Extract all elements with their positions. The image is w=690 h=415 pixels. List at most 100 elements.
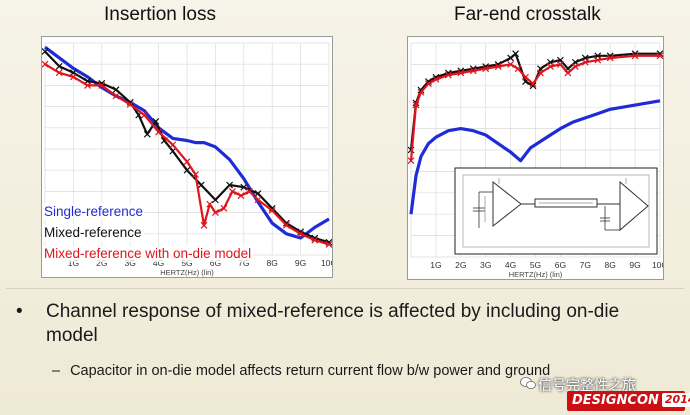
insertion-loss-series-point-2 [268,207,276,214]
insertion-loss-series-point-2 [169,141,177,149]
bullet-sub-text: Capacitor in on-die model affects return… [70,363,551,379]
insertion-loss-tick-label: 5G [181,258,192,268]
far-end-crosstalk-series-point-1 [512,50,520,58]
watermark: 信号完整性之旅 [520,375,636,395]
watermark-text: 信号完整性之旅 [538,377,636,393]
far-end-crosstalk-series-point-2 [656,52,663,60]
far-end-crosstalk-x-axis-label: HERTZ(Hz) (lin) [509,270,563,279]
far-end-crosstalk-tick-label: 10G [652,260,663,270]
logo-year: 2014 [661,393,690,407]
insertion-loss-series-point-1 [112,86,120,94]
insertion-loss-series-point-1 [55,62,63,70]
far-end-crosstalk-series-point-2 [606,54,614,62]
designcon-logo: DESIGNCON2014 [567,391,690,411]
insertion-loss-series-point-2 [155,128,163,136]
far-end-crosstalk-tick-label: 8G [605,260,616,270]
insertion-loss-series-point-2 [220,204,228,212]
bullet-main-text: Channel response of mixed-reference is a… [46,301,620,346]
insertion-loss-series-point-2 [42,60,49,68]
far-end-crosstalk-tick-label: 5G [530,260,541,270]
far-end-crosstalk-tick-label: 9G [629,260,640,270]
insertion-loss-series-point-2 [246,187,253,195]
far-end-crosstalk-series-point-2 [482,65,490,73]
insertion-loss-series-point-1 [282,219,290,227]
insertion-loss-series-point-2 [237,192,245,200]
insertion-loss-series-point-2 [311,236,319,244]
insertion-loss-series-point-2 [69,73,77,81]
logo-text: DESIGNCON [572,393,659,408]
insertion-loss-series-point-2 [98,81,106,89]
legend-single-reference: Single-reference [42,203,146,220]
insertion-loss-tick-label: 6G [210,258,221,268]
insertion-loss-series-point-2 [126,101,134,108]
insertion-loss-tick-label: 4G [153,258,164,268]
far-end-crosstalk-tick-label: 7G [580,260,591,270]
far-end-crosstalk-series-point-2 [408,157,415,165]
far-end-crosstalk-series-point-2 [547,63,554,70]
insertion-loss-series-point-1 [183,166,191,174]
far-end-crosstalk-tick-label: 6G [555,260,566,270]
far-end-crosstalk-series-point-2 [425,80,432,88]
far-end-crosstalk-series-point-2 [571,63,579,70]
insertion-loss-series-point-1 [240,183,248,191]
wechat-icon [520,376,536,393]
legend-mixed-reference: Mixed-reference [42,224,144,241]
far-end-crosstalk-series-point-2 [529,80,537,88]
insertion-loss-series-point-2 [206,200,214,208]
insertion-loss-series-point-1 [42,48,49,55]
insertion-loss-series-point-2 [140,111,148,119]
far-end-crosstalk-series-point-2 [457,69,465,77]
far-end-crosstalk-series-point-1 [417,86,425,94]
insertion-loss-series-point-2 [112,92,120,100]
far-end-crosstalk-series-point-2 [507,60,515,68]
far-end-crosstalk-svg: 1G 2G 3G 4G 5G 6G 7G 8G 9G 10G HERTZ(Hz) (lin) [408,42,663,279]
far-end-crosstalk-series-point-2 [594,56,602,64]
insertion-loss-series-point-2 [192,171,199,178]
far-end-crosstalk-tick-label: 1G [430,260,441,270]
chart-title-far-end-crosstalk: Far-end crosstalk [454,4,601,25]
circuit-schematic-inset [454,167,658,255]
insertion-loss-tick-label: 8G [267,258,278,268]
far-end-crosstalk-series-point-2 [444,71,452,79]
chart-title-insertion-loss: Insertion loss [104,4,216,25]
far-end-crosstalk-series-point-2 [494,63,502,70]
far-end-crosstalk-series-point-2 [469,67,477,75]
insertion-loss-series-point-1 [254,190,262,197]
insertion-loss-series-point-1 [169,147,177,155]
insertion-loss-tick-label: 2G [96,258,107,268]
insertion-loss-series-point-2 [84,81,92,89]
insertion-loss-series-point-2 [254,196,262,204]
far-end-crosstalk-series-point-2 [556,60,564,68]
insertion-loss-series-point-2 [200,221,208,229]
far-end-crosstalk-series-point-1 [529,82,537,90]
bullet-main: • Channel response of mixed-reference is… [16,300,656,348]
far-end-crosstalk-series-point-2 [537,69,544,77]
far-end-crosstalk-series-point-2 [417,88,425,96]
insertion-loss-tick-label: 1G [68,258,79,268]
far-end-crosstalk-series-line-0 [409,99,661,215]
far-end-crosstalk-series-point-2 [581,58,589,66]
insertion-loss-tick-label: 10G [321,258,332,268]
insertion-loss-tick-label: 9G [295,258,306,268]
insertion-loss-tick-label: 3G [125,258,136,268]
insertion-loss-series-point-2 [282,221,290,229]
far-end-crosstalk-series-point-2 [514,65,522,73]
far-end-crosstalk-tick-label: 4G [505,260,516,270]
far-end-crosstalk-series-point-2 [522,73,529,81]
far-end-crosstalk-series-point-2 [564,69,572,77]
insertion-loss-series-point-2 [211,209,219,217]
transmission-line-icon [534,198,598,208]
insertion-loss-series-point-2 [183,158,191,166]
far-end-crosstalk-plot: 1G 2G 3G 4G 5G 6G 7G 8G 9G 10G HERTZ(Hz) (lin) [407,36,664,280]
insertion-loss-series-point-2 [229,187,236,195]
insertion-loss-series-point-1 [152,118,160,125]
receiver-buffer-icon [619,180,649,232]
insertion-loss-series-point-1 [211,196,219,204]
insertion-loss-svg: 1G 2G 3G 4G 5G 6G 7G 8G 9G 10G HERTZ(Hz) (lin) [42,42,332,277]
far-end-crosstalk-tick-label: 3G [480,260,491,270]
driver-buffer-icon [492,180,522,228]
far-end-crosstalk-series-point-2 [412,101,420,109]
far-end-crosstalk-series-point-2 [432,75,440,83]
far-end-crosstalk-series-point-2 [631,52,639,60]
section-divider [6,288,684,289]
